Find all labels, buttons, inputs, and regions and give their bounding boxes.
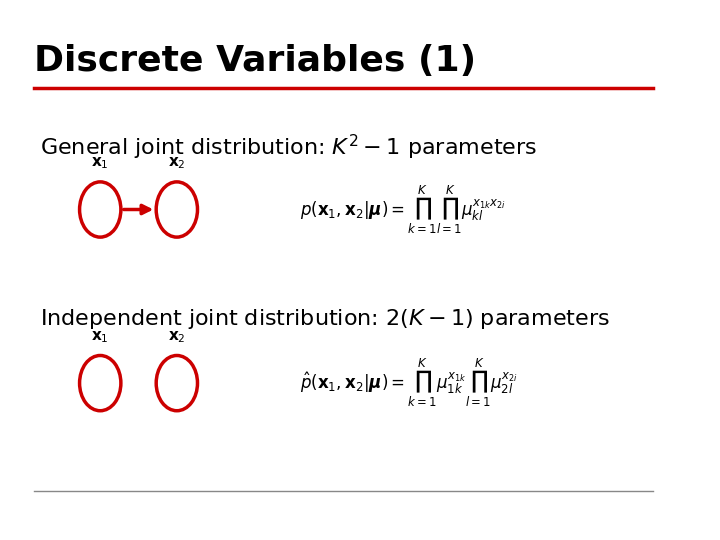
Text: $\hat{p}(\mathbf{x}_1, \mathbf{x}_2|\boldsymbol{\mu}) = \prod_{k=1}^{K} \mu_{1k}: $\hat{p}(\mathbf{x}_1, \mathbf{x}_2|\bol… <box>300 357 518 409</box>
Text: $\mathbf{x}_2$: $\mathbf{x}_2$ <box>168 156 186 171</box>
Text: $p(\mathbf{x}_1, \mathbf{x}_2|\boldsymbol{\mu}) = \prod_{k=1}^{K}\prod_{l=1}^{K}: $p(\mathbf{x}_1, \mathbf{x}_2|\boldsymbo… <box>300 184 506 235</box>
Text: $\mathbf{x}_1$: $\mathbf{x}_1$ <box>91 329 109 345</box>
Text: General joint distribution: $K^2 - 1$ parameters: General joint distribution: $K^2 - 1$ pa… <box>40 133 537 163</box>
Text: $\mathbf{x}_1$: $\mathbf{x}_1$ <box>91 156 109 171</box>
FancyArrowPatch shape <box>124 205 150 214</box>
Text: Independent joint distribution: $2(K - 1)$ parameters: Independent joint distribution: $2(K - 1… <box>40 307 610 331</box>
Text: $\mathbf{x}_2$: $\mathbf{x}_2$ <box>168 329 186 345</box>
Text: Discrete Variables (1): Discrete Variables (1) <box>34 44 476 78</box>
